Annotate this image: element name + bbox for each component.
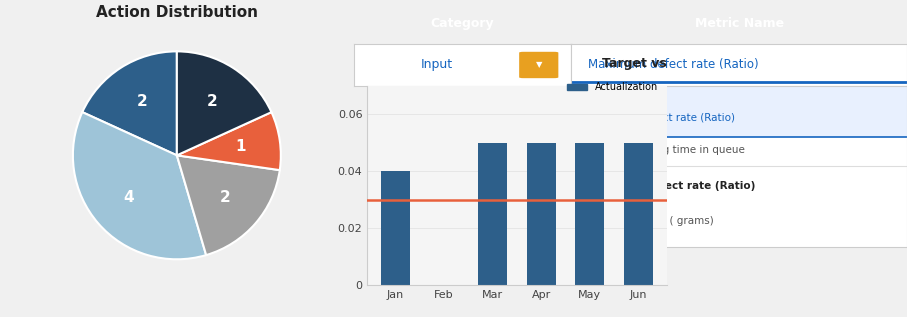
- Text: 2: 2: [220, 190, 231, 205]
- Text: Maximum defect rate (Ratio): Maximum defect rate (Ratio): [588, 58, 759, 71]
- Bar: [575, 143, 604, 285]
- Text: ▼: ▼: [535, 61, 542, 69]
- Text: Maximum defect rate (Ratio): Maximum defect rate (Ratio): [585, 113, 735, 123]
- Text: Average waiting time in queue: Average waiting time in queue: [585, 145, 745, 155]
- Text: Target vs: Target vs: [602, 57, 667, 70]
- Bar: [571, 86, 907, 137]
- Bar: [381, 171, 410, 285]
- Title: Action Distribution: Action Distribution: [96, 5, 258, 20]
- Text: 1: 1: [236, 139, 246, 154]
- Text: Maximum defect rate (Ratio): Maximum defect rate (Ratio): [585, 181, 756, 191]
- Text: 2: 2: [206, 94, 217, 109]
- Wedge shape: [73, 112, 206, 259]
- Bar: [527, 143, 556, 285]
- Text: Metric Name: Metric Name: [695, 17, 784, 30]
- Wedge shape: [177, 51, 271, 155]
- FancyBboxPatch shape: [519, 52, 559, 78]
- Wedge shape: [177, 112, 281, 170]
- Bar: [624, 143, 653, 285]
- Text: Category: Category: [431, 17, 494, 30]
- Wedge shape: [177, 155, 279, 255]
- Text: Input: Input: [420, 58, 453, 72]
- Bar: [478, 143, 507, 285]
- Legend: Actualization: Actualization: [563, 79, 662, 96]
- Text: 4: 4: [122, 190, 133, 205]
- Text: 2: 2: [137, 94, 148, 109]
- Wedge shape: [83, 51, 177, 155]
- Text: Average weight ( grams): Average weight ( grams): [585, 217, 714, 226]
